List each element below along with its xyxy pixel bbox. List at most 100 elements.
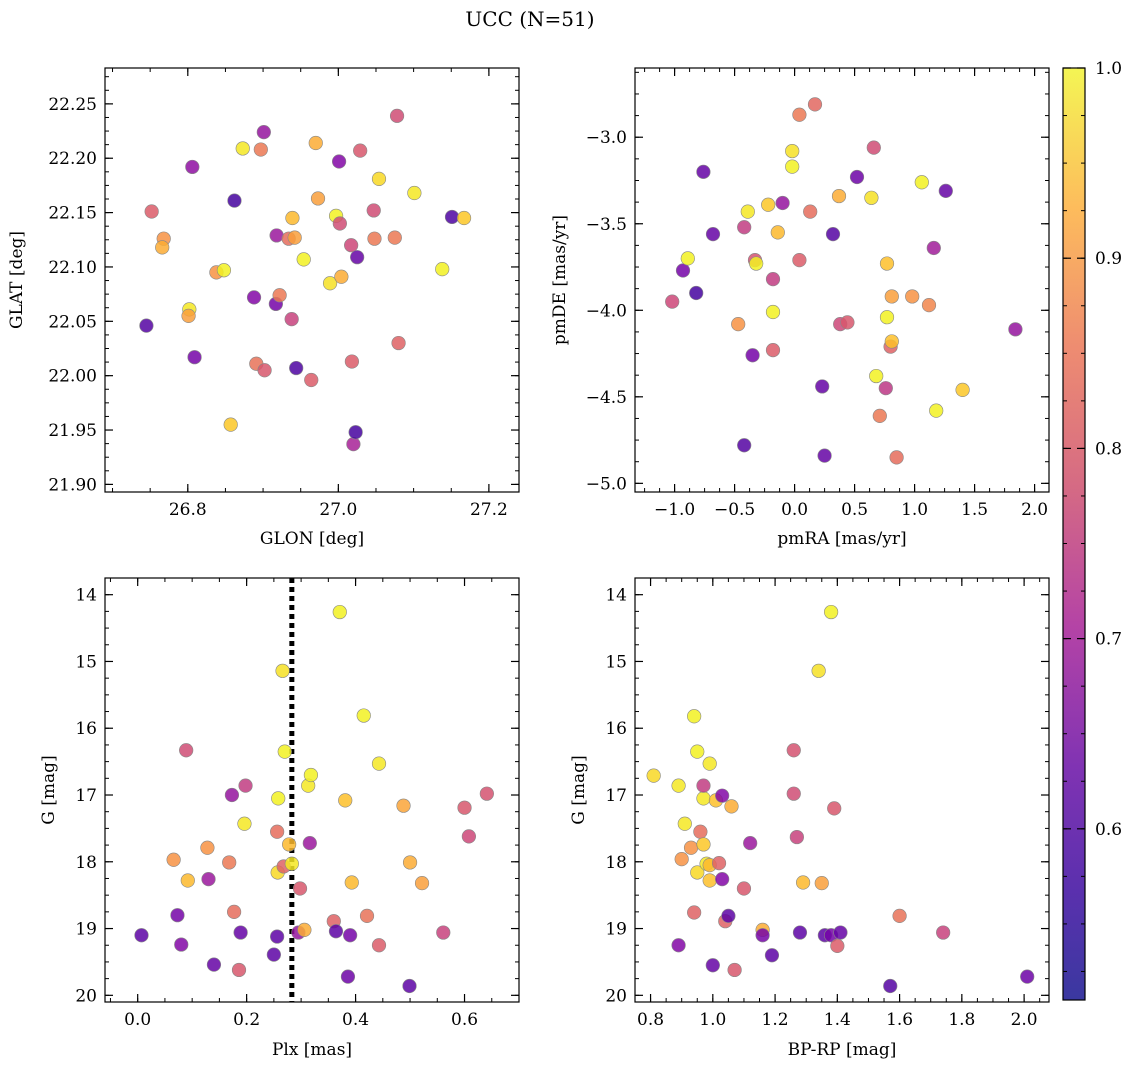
data-point xyxy=(371,171,387,186)
data-point xyxy=(224,787,240,803)
x-tick-label: 0.8 xyxy=(637,1010,664,1030)
data-point xyxy=(332,604,347,620)
data-point xyxy=(396,798,411,813)
data-point xyxy=(310,191,326,206)
data-point xyxy=(367,231,382,246)
data-point xyxy=(724,799,739,814)
data-point xyxy=(343,928,358,943)
y-axis-label: pmDE [mas/yr] xyxy=(550,215,570,345)
y-tick-label: 19 xyxy=(605,920,627,940)
data-point xyxy=(185,159,200,175)
data-point xyxy=(869,368,884,384)
data-point xyxy=(705,958,720,973)
data-point xyxy=(690,744,705,759)
data-point xyxy=(789,829,804,845)
data-point xyxy=(292,881,308,896)
x-tick-label: 0.0 xyxy=(124,1010,151,1030)
x-tick-label: 1.8 xyxy=(948,1010,975,1030)
data-point xyxy=(815,379,830,394)
data-point xyxy=(665,294,680,309)
y-axis-label: G [mag] xyxy=(39,755,59,824)
data-point xyxy=(785,159,800,174)
y-tick-label: 17 xyxy=(75,786,97,806)
data-point xyxy=(350,250,365,265)
y-tick-label: 18 xyxy=(75,853,97,873)
data-point xyxy=(929,403,944,418)
data-point xyxy=(270,824,285,839)
panel-pmra-pmde: −1.0 −0.5 0.0 0.5 1.0 1.5 2.0 −5.0 −4.5 −4.0 −3.5 −… xyxy=(550,67,1050,549)
data-point xyxy=(304,372,319,388)
data-point xyxy=(253,142,268,157)
x-tick-label: −1.0 xyxy=(654,500,695,520)
data-point xyxy=(187,350,202,365)
y-tick-label: −4.5 xyxy=(586,388,627,408)
colorbar-gradient xyxy=(1062,67,1086,1001)
y-tick-label: 20 xyxy=(605,986,627,1006)
y-tick-label: 14 xyxy=(605,586,627,606)
y-tick-label: −5.0 xyxy=(586,474,627,494)
x-tick-label: 1.6 xyxy=(886,1010,913,1030)
data-point xyxy=(256,125,271,140)
data-point xyxy=(740,204,755,219)
data-point xyxy=(332,216,347,231)
data-point xyxy=(303,767,319,783)
data-point xyxy=(955,382,970,397)
y-tick-label: 21.95 xyxy=(48,421,97,441)
x-tick-label: 0.0 xyxy=(781,500,808,520)
data-point xyxy=(275,663,290,678)
data-point xyxy=(287,230,302,245)
data-point xyxy=(743,835,758,851)
scatter-points xyxy=(139,108,472,452)
data-point xyxy=(223,417,238,432)
panel-glon-glat: 26.8 27.0 27.2 21.90 21.95 22.00 22.05 22.10 22.… xyxy=(7,67,520,549)
data-point xyxy=(139,318,154,333)
data-point xyxy=(308,135,323,151)
y-tick-label: 22.20 xyxy=(48,149,97,169)
data-point xyxy=(346,437,361,452)
data-point xyxy=(344,875,359,890)
y-tick-label: 21.90 xyxy=(48,475,97,495)
data-point xyxy=(792,925,808,940)
data-point xyxy=(456,210,472,226)
data-point xyxy=(284,856,299,871)
data-point xyxy=(231,962,247,978)
colorbar-tick-label: 1.0 xyxy=(1095,59,1122,79)
data-point xyxy=(296,252,311,267)
data-point xyxy=(216,263,232,278)
axis-ticks: 0.0 0.2 0.4 0.6 14 15 16 17 18 19 20 xyxy=(75,577,520,1030)
data-point xyxy=(807,97,823,112)
data-point xyxy=(817,448,832,463)
data-point xyxy=(745,348,760,363)
axis-ticks: −1.0 −0.5 0.0 0.5 1.0 1.5 2.0 −5.0 −4.5 −4.0 −3.5 −… xyxy=(586,68,1049,520)
data-point xyxy=(269,228,284,243)
data-point xyxy=(272,288,287,303)
data-point xyxy=(270,929,285,944)
x-tick-label: 2.0 xyxy=(1011,1010,1038,1030)
data-point xyxy=(344,238,359,253)
y-axis-label: GLAT [deg] xyxy=(7,231,27,329)
data-point xyxy=(814,876,829,891)
data-point xyxy=(889,450,904,465)
data-point xyxy=(238,778,253,793)
x-tick-label: 1.4 xyxy=(824,1010,851,1030)
data-point xyxy=(811,663,826,678)
plot-frame xyxy=(104,577,520,1003)
data-point xyxy=(785,143,800,159)
colorbar-tick-label: 0.8 xyxy=(1095,439,1122,459)
x-tick-label: 2.0 xyxy=(1021,500,1048,520)
data-point xyxy=(222,855,237,870)
data-point xyxy=(675,263,691,278)
scatter-points xyxy=(134,604,494,994)
x-tick-label: 1.2 xyxy=(762,1010,789,1030)
data-point xyxy=(761,197,776,212)
data-point xyxy=(680,251,695,266)
data-point xyxy=(905,289,920,304)
data-point xyxy=(479,786,494,801)
data-point xyxy=(302,835,317,851)
data-point xyxy=(144,204,159,219)
y-tick-label: 18 xyxy=(605,853,627,873)
plot-frame xyxy=(104,67,520,493)
data-point xyxy=(181,308,196,323)
y-tick-label: 22.10 xyxy=(48,258,97,278)
